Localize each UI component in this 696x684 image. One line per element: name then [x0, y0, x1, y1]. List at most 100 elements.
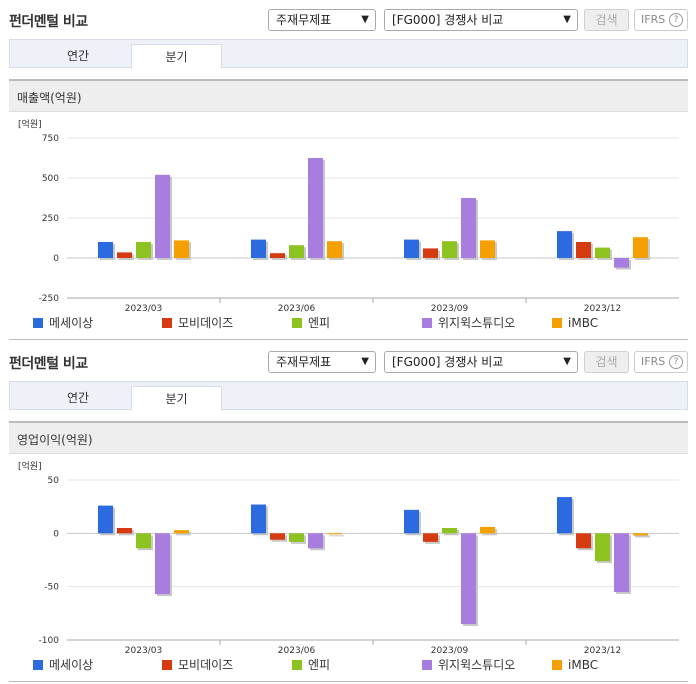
chart-title-bar: 매출액(억원) — [9, 81, 688, 112]
bar[interactable] — [251, 239, 266, 258]
legend-item[interactable]: 위지윅스튜디오 — [422, 658, 515, 672]
bar[interactable] — [289, 245, 304, 258]
ifrs-label: IFRS — [641, 13, 666, 26]
bar[interactable] — [174, 240, 189, 258]
legend-label: 모비데이즈 — [178, 658, 234, 672]
bar[interactable] — [423, 248, 438, 258]
y-tick-label: -250 — [39, 294, 60, 304]
panel-title: 펀더멘털 비교 — [9, 356, 88, 372]
bar[interactable] — [442, 241, 457, 258]
bar[interactable] — [633, 237, 648, 258]
bar[interactable] — [117, 252, 132, 258]
bar[interactable] — [404, 239, 419, 258]
legend-item[interactable]: 모비데이즈 — [162, 658, 233, 672]
bar[interactable] — [614, 258, 629, 268]
legend-item[interactable]: 엔피 — [292, 316, 330, 330]
y-tick-label: 500 — [42, 174, 59, 184]
y-axis-unit-label: [억원] — [18, 460, 42, 472]
bar[interactable] — [614, 533, 629, 592]
legend-swatch — [162, 660, 172, 670]
chart-legend: 메세이상 모비데이즈 엔피 위지윅스튜디오 iMBC — [9, 316, 688, 334]
search-button[interactable]: 검색 — [584, 351, 629, 373]
y-tick-label: 0 — [53, 254, 59, 264]
legend-item[interactable]: iMBC — [552, 658, 598, 672]
bar[interactable] — [327, 533, 342, 535]
x-tick-label: 2023/12 — [584, 304, 621, 313]
bar[interactable] — [174, 530, 189, 534]
legend-label: 엔피 — [308, 316, 331, 330]
legend-label: iMBC — [568, 316, 599, 330]
bar[interactable] — [576, 533, 591, 549]
chevron-down-icon: ▼ — [361, 14, 369, 25]
y-tick-label: 250 — [42, 214, 59, 224]
compare-value: [FG000] 경쟁사 비교 — [392, 355, 504, 369]
panel-header: 펀더멘털 비교 주재무제표 ▼ [FG000] 경쟁사 비교 ▼ 검색 IFRS… — [0, 0, 696, 40]
bar[interactable] — [308, 158, 323, 258]
operating-profit-chart: 영업이익(억원) [억원] 50 0 -50 -100 2023/03 2023/06 202… — [9, 421, 688, 682]
bar[interactable] — [461, 198, 476, 258]
tab-annual[interactable]: 연간 — [66, 391, 90, 405]
statement-type-select[interactable]: 주재무제표 ▼ — [268, 351, 376, 373]
bar[interactable] — [155, 174, 170, 258]
bar[interactable] — [480, 526, 495, 534]
ifrs-help-button[interactable]: IFRS ? — [634, 351, 688, 373]
bar[interactable] — [270, 533, 285, 540]
fundamental-panel-revenue: 펀더멘털 비교 주재무제표 ▼ [FG000] 경쟁사 비교 ▼ 검색 IFRS… — [0, 0, 696, 340]
panel-title: 펀더멘털 비교 — [9, 14, 88, 30]
bar[interactable] — [117, 528, 132, 534]
legend-item[interactable]: 모비데이즈 — [162, 316, 233, 330]
bar[interactable] — [98, 505, 113, 534]
search-button[interactable]: 검색 — [584, 9, 629, 31]
ifrs-label: IFRS — [641, 355, 666, 368]
legend-swatch — [552, 660, 562, 670]
legend-item[interactable]: iMBC — [552, 316, 598, 330]
bar[interactable] — [461, 533, 476, 624]
x-tick-label: 2023/06 — [278, 304, 316, 313]
bar[interactable] — [595, 533, 610, 562]
x-tick-label: 2023/06 — [278, 646, 316, 655]
bar[interactable] — [155, 533, 170, 595]
ifrs-help-button[interactable]: IFRS ? — [634, 9, 688, 31]
y-tick-label: -50 — [44, 583, 59, 593]
bar[interactable] — [557, 231, 572, 258]
statement-type-select[interactable]: 주재무제표 ▼ — [268, 9, 376, 31]
compare-select[interactable]: [FG000] 경쟁사 비교 ▼ — [384, 351, 578, 373]
x-tick-label: 2023/09 — [431, 646, 469, 655]
bar[interactable] — [308, 533, 323, 549]
compare-value: [FG000] 경쟁사 비교 — [392, 13, 504, 27]
bar[interactable] — [404, 509, 419, 534]
bar[interactable] — [480, 240, 495, 258]
bar[interactable] — [136, 242, 151, 258]
period-tabs: 연간 분기 — [9, 381, 688, 411]
chart-legend: 메세이상 모비데이즈 엔피 위지윅스튜디오 iMBC — [9, 658, 688, 676]
bar[interactable] — [557, 497, 572, 534]
bar[interactable] — [576, 242, 591, 258]
legend-swatch — [33, 318, 43, 328]
bar[interactable] — [251, 504, 266, 534]
legend-item[interactable]: 위지윅스튜디오 — [422, 316, 515, 330]
bar[interactable] — [289, 533, 304, 542]
legend-item[interactable]: 메세이상 — [33, 316, 93, 330]
bar-shadow — [329, 535, 344, 537]
bar[interactable] — [442, 528, 457, 534]
compare-select[interactable]: [FG000] 경쟁사 비교 ▼ — [384, 9, 578, 31]
bar[interactable] — [423, 533, 438, 542]
bar[interactable] — [595, 247, 610, 258]
tab-quarterly[interactable]: 분기 — [131, 386, 222, 411]
tab-annual[interactable]: 연간 — [66, 49, 90, 63]
statement-type-value: 주재무제표 — [276, 355, 332, 369]
legend-swatch — [162, 318, 172, 328]
bar[interactable] — [327, 241, 342, 258]
bar[interactable] — [136, 533, 151, 549]
bar-shadow — [176, 532, 191, 536]
legend-item[interactable]: 메세이상 — [33, 658, 93, 672]
bar[interactable] — [270, 253, 285, 258]
legend-item[interactable]: 엔피 — [292, 658, 330, 672]
bar-shadow — [635, 535, 650, 538]
chevron-down-icon: ▼ — [563, 14, 571, 25]
revenue-chart: 매출액(억원) [억원] 750 500 250 0 -250 2023/03 2023/06… — [9, 79, 688, 340]
bar[interactable] — [98, 242, 113, 258]
bar[interactable] — [633, 533, 648, 536]
tab-quarterly[interactable]: 분기 — [131, 44, 222, 69]
y-tick-label: -100 — [39, 636, 60, 646]
